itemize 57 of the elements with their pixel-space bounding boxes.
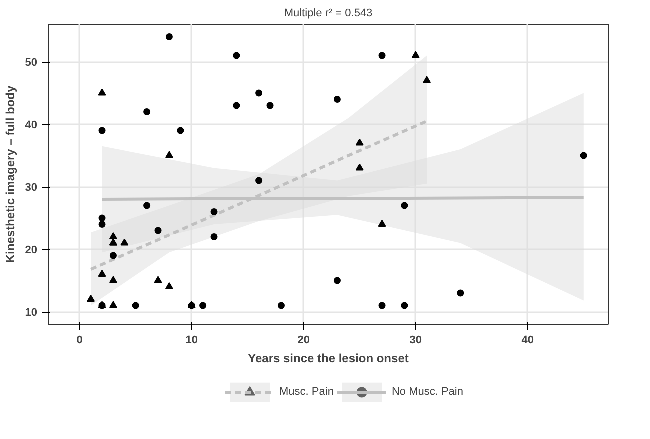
point — [87, 294, 96, 302]
point — [334, 277, 341, 284]
x-axis-title: Years since the lesion onset — [248, 352, 409, 366]
point — [356, 138, 364, 146]
point — [165, 151, 174, 158]
point — [132, 302, 140, 310]
point — [165, 282, 174, 290]
point — [109, 301, 118, 308]
point — [98, 127, 106, 134]
y-tick-label: 20 — [25, 244, 38, 256]
point — [109, 276, 118, 284]
point — [154, 227, 162, 234]
y-axis-title: Kinesthetic imagery – full body — [3, 85, 18, 264]
y-tick-label: 50 — [25, 57, 38, 69]
point — [144, 202, 151, 210]
point — [457, 290, 464, 297]
legend-label: No Musc. Pain — [392, 386, 464, 398]
point — [154, 276, 162, 284]
point — [200, 302, 207, 310]
legend-label: Musc. Pain — [280, 386, 334, 398]
point — [378, 52, 386, 60]
point — [98, 221, 106, 228]
point — [256, 90, 263, 97]
point — [144, 108, 151, 116]
point — [401, 202, 408, 210]
point — [356, 164, 364, 171]
y-tick-label: 40 — [25, 120, 38, 132]
point — [334, 96, 341, 103]
point — [98, 270, 106, 278]
point — [98, 214, 106, 222]
point — [110, 252, 117, 260]
chart-title: Multiple r² = 0.543 — [284, 8, 373, 20]
point — [412, 51, 420, 58]
point — [401, 302, 408, 310]
point — [120, 238, 129, 246]
point — [233, 52, 240, 60]
y-tick-label: 30 — [25, 182, 38, 194]
point — [278, 302, 285, 310]
point — [109, 232, 118, 240]
x-tick-label: 0 — [76, 334, 83, 346]
point — [210, 234, 218, 240]
point — [98, 88, 106, 96]
point — [256, 177, 263, 184]
point — [580, 152, 588, 160]
point — [177, 127, 184, 134]
y-tick-label: 10 — [25, 307, 38, 319]
point — [166, 34, 173, 40]
x-tick-label: 40 — [522, 334, 534, 346]
point — [378, 220, 386, 228]
point — [266, 102, 274, 110]
x-tick-label: 10 — [186, 334, 198, 346]
point — [210, 208, 218, 216]
x-tick-label: 20 — [298, 334, 310, 346]
point — [423, 76, 432, 84]
point — [233, 102, 240, 110]
x-tick-label: 30 — [410, 334, 422, 346]
point — [378, 302, 386, 310]
